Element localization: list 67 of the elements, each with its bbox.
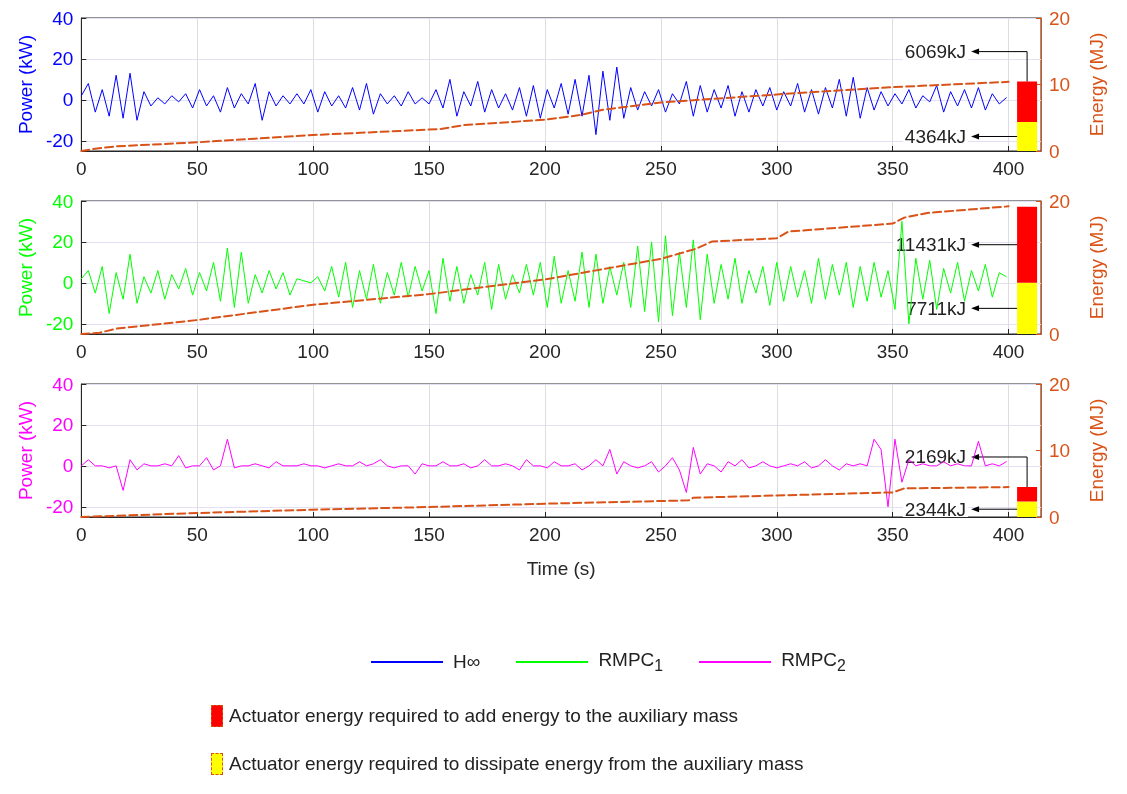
x-tick-label: 400 — [992, 158, 1025, 179]
x-tick-label: 150 — [413, 158, 445, 179]
x-tick-label: 400 — [992, 341, 1025, 362]
y-axis-title: Power (kW) — [15, 34, 36, 135]
line-series — [80, 220, 1007, 325]
x-tick-label: 0 — [76, 341, 87, 362]
x-tick-label: 250 — [645, 158, 677, 179]
x-tick-label: 250 — [645, 524, 677, 545]
annotation: 2344kJ — [904, 498, 967, 520]
x-tick-label: 50 — [186, 158, 208, 179]
line-series — [80, 205, 1010, 335]
y-tick-label: -20 — [45, 313, 74, 335]
x-tick-label: 200 — [529, 158, 561, 179]
x-tick-label: 400 — [992, 524, 1025, 545]
x-tick-label: 200 — [529, 524, 561, 545]
y-tick-label: 40 — [52, 190, 74, 212]
y2-axis-title: Energy (MJ) — [1086, 32, 1107, 137]
x-tick-label: 300 — [760, 524, 793, 545]
annotation: 2169kJ — [904, 446, 967, 468]
y2-tick-label: 10 — [1049, 440, 1071, 461]
y2-tick-label: 20 — [1049, 190, 1071, 212]
y-tick-label: -20 — [45, 496, 74, 518]
legend-label: RMPC$_{1}$ — [598, 649, 664, 675]
y-tick-label: 0 — [62, 89, 74, 111]
x-tick-label: 0 — [76, 524, 87, 545]
y-tick-label: 40 — [52, 7, 74, 29]
legend-label: Actuator energy required to dissipate energy from the auxiliary mass — [229, 752, 804, 775]
legend-label: RMPC$_{2}$ — [781, 649, 846, 675]
y2-tick-label: 0 — [1049, 323, 1060, 345]
legend-label: Actuator energy required to add energy to the auxiliary mass — [229, 704, 739, 727]
x-tick-label: 100 — [297, 158, 330, 179]
y-tick-label: 20 — [52, 231, 74, 253]
x-tick-label: 300 — [760, 341, 793, 362]
x-tick-label: 350 — [876, 158, 909, 179]
y2-tick-label: 20 — [1049, 373, 1071, 395]
x-tick-label: 350 — [876, 524, 909, 545]
y2-tick-label: 0 — [1049, 140, 1060, 162]
annotation: 4364kJ — [904, 125, 967, 147]
y-tick-label: 0 — [62, 455, 74, 477]
x-tick-label: 100 — [297, 341, 330, 362]
legend-label: H∞ — [453, 650, 481, 673]
annotation: 6069kJ — [904, 41, 967, 63]
x-tick-label: 150 — [413, 341, 445, 362]
y2-tick-label: 0 — [1049, 506, 1060, 528]
line-series — [80, 80, 1010, 152]
x-axis-title: Time (s) — [526, 558, 596, 579]
y2-tick-label: 10 — [1049, 74, 1071, 95]
x-tick-label: 50 — [186, 524, 208, 545]
x-tick-label: 100 — [297, 524, 330, 545]
x-tick-label: 250 — [645, 341, 677, 362]
x-tick-label: 200 — [529, 341, 561, 362]
x-tick-label: 50 — [186, 341, 208, 362]
y2-axis-title: Energy (MJ) — [1086, 398, 1107, 503]
y2-tick-label: 20 — [1049, 7, 1071, 29]
x-tick-label: 350 — [876, 341, 909, 362]
y-axis-title: Power (kW) — [15, 217, 36, 318]
y-tick-label: 20 — [52, 414, 74, 436]
y-tick-label: 20 — [52, 48, 74, 70]
y-tick-label: 0 — [62, 272, 74, 294]
x-tick-label: 300 — [760, 158, 793, 179]
x-tick-label: 150 — [413, 524, 445, 545]
y2-axis-title: Energy (MJ) — [1086, 215, 1107, 320]
y-axis-title: Power (kW) — [15, 400, 36, 501]
x-tick-label: 0 — [76, 158, 87, 179]
y-tick-label: 40 — [52, 373, 74, 395]
line-series — [80, 486, 1010, 518]
y-tick-label: -20 — [45, 130, 74, 152]
